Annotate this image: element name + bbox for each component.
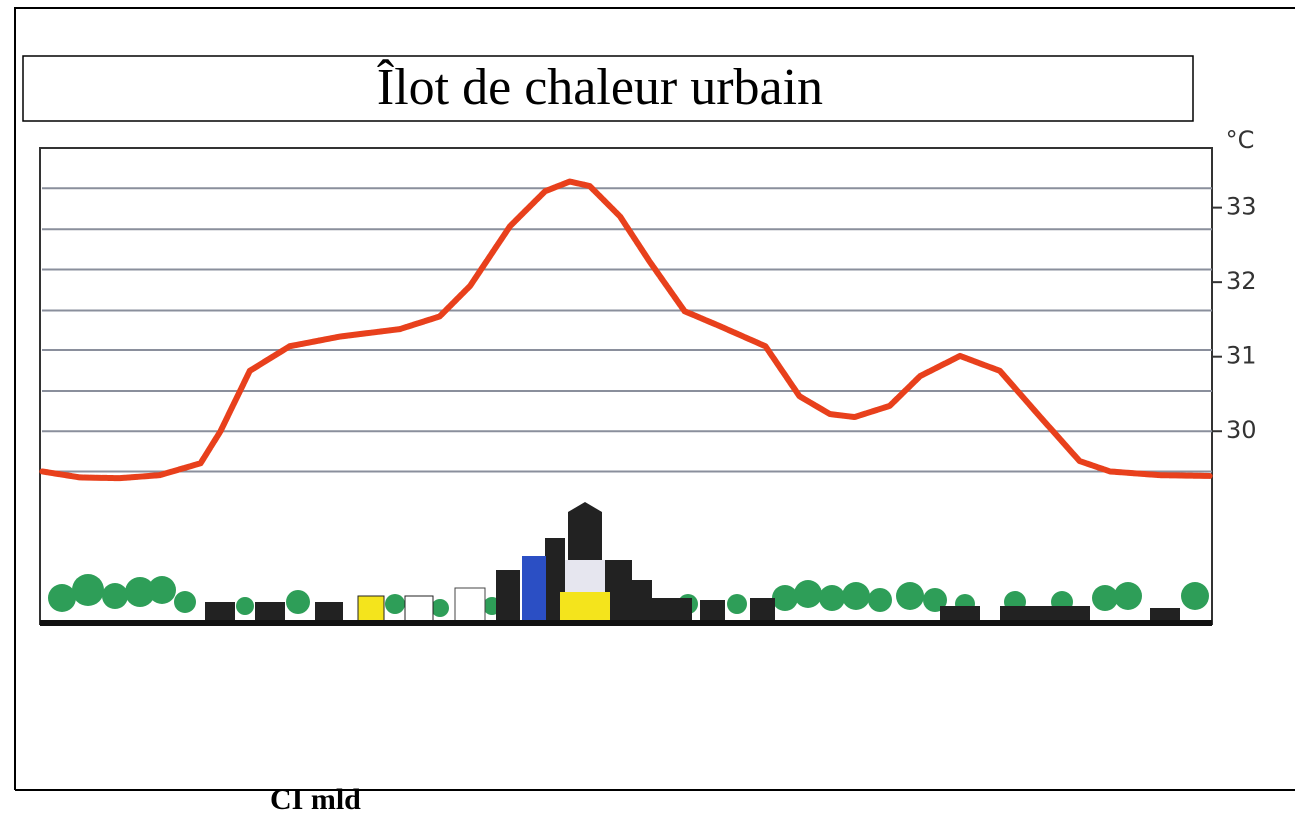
grid [42,187,1212,473]
y-axis-label: °C [1226,126,1255,154]
temperature-line [39,178,1213,482]
y-tick-label: 32 [1226,267,1257,295]
plot-frame [39,147,1213,625]
outer-frame [14,7,1295,791]
y-tick-label: 33 [1226,193,1257,221]
y-tick-label: 31 [1226,342,1257,370]
title-box [22,55,1194,122]
cityscape [40,502,1212,626]
y-tick-label: 30 [1226,416,1257,444]
footer-text: CI mld [270,783,361,815]
chart-title: Îlot de chaleur urbain [377,58,823,116]
